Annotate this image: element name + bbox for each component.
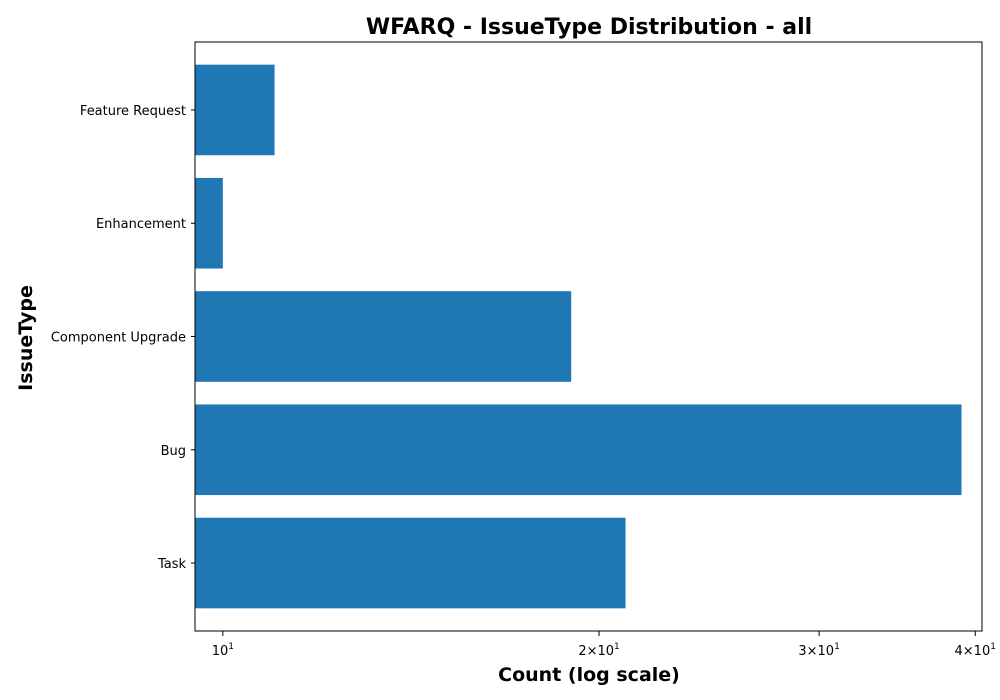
- x-ticks-group: 101 2×101 3×101 4×101: [212, 631, 996, 659]
- y-tick-label-enhancement: Enhancement: [96, 217, 186, 232]
- y-tick-label-component-upgrade: Component Upgrade: [51, 331, 186, 346]
- bars-group: [195, 64, 962, 609]
- bar-bug: [195, 404, 962, 496]
- y-tick-label-bug: Bug: [161, 444, 186, 459]
- y-tick-label-task: Task: [157, 557, 187, 572]
- bar-feature-request: [195, 64, 275, 156]
- y-tick-label-feature-request: Feature Request: [80, 104, 186, 119]
- x-tick-label-40: 4×101: [955, 642, 996, 659]
- y-axis-label: IssueType: [15, 285, 37, 391]
- bar-task: [195, 517, 626, 609]
- x-axis-label: Count (log scale): [498, 664, 680, 686]
- chart-title: WFARQ - IssueType Distribution - all: [366, 15, 812, 40]
- x-tick-label-30: 3×101: [798, 642, 839, 659]
- y-ticks-group: Task Bug Component Upgrade Enhancement Featu…: [51, 104, 195, 572]
- x-tick-label-10: 101: [212, 642, 234, 659]
- x-tick-label-20: 2×101: [578, 642, 619, 659]
- bar-component-upgrade: [195, 291, 572, 382]
- bar-enhancement: [195, 177, 223, 269]
